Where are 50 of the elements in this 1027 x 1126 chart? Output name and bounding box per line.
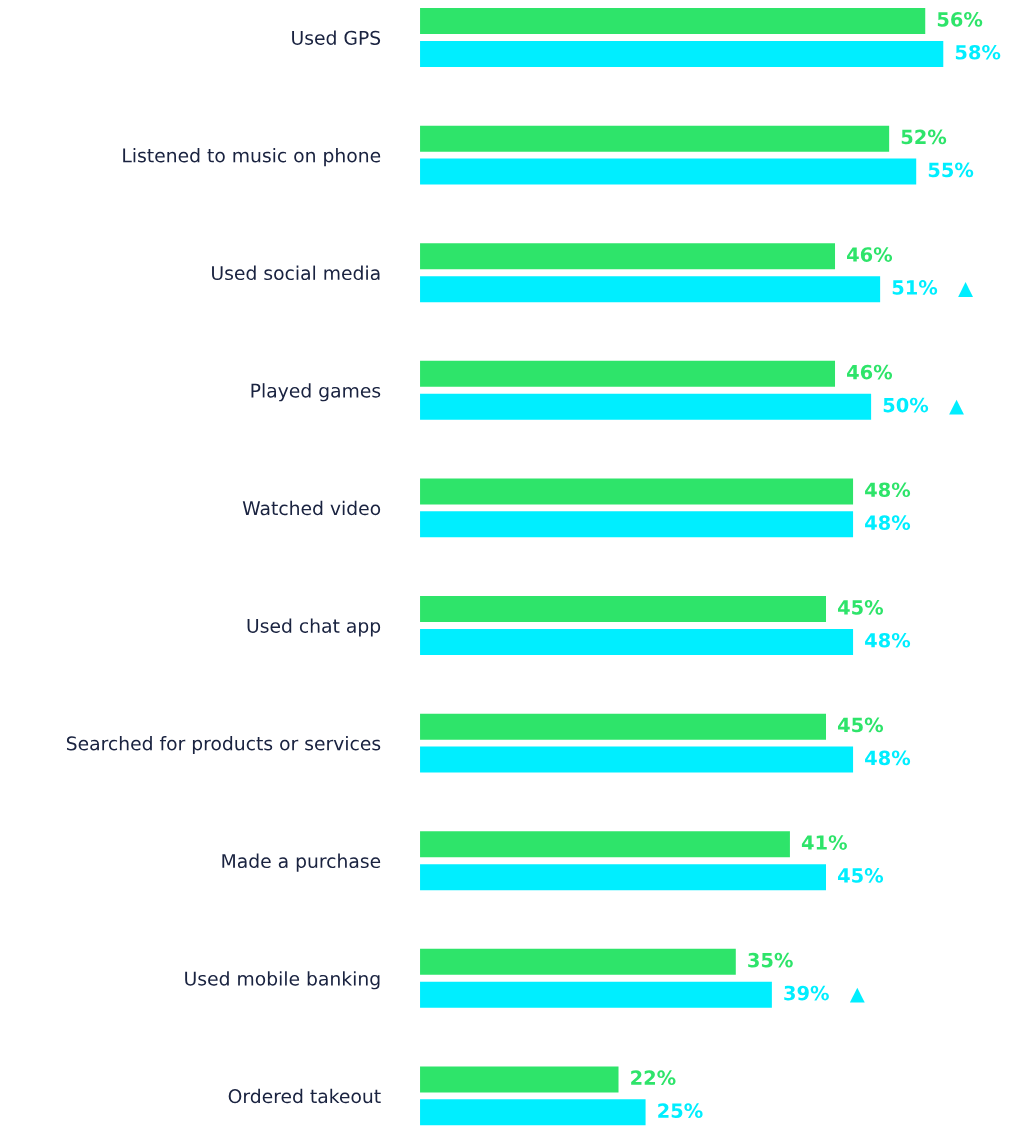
data-label: 25% <box>658 1103 703 1118</box>
data-label: 45% <box>837 599 884 615</box>
bar <box>420 276 881 303</box>
bar <box>420 40 944 67</box>
data-label: 51% ▲ <box>892 280 973 297</box>
data-label: 48% <box>865 750 911 766</box>
bar <box>420 628 854 655</box>
data-label: 22% <box>631 1070 676 1086</box>
bar <box>420 981 772 1008</box>
bar <box>420 1099 646 1126</box>
y-tick-label: Listened to music on phone <box>123 147 381 167</box>
y-tick-label: Played games <box>251 383 381 402</box>
data-label: 35% <box>748 952 793 968</box>
y-tick-label: Used mobile banking <box>185 971 380 990</box>
data-label: 46% <box>847 247 893 262</box>
data-label: 46% <box>847 364 893 380</box>
bar <box>420 864 826 891</box>
bar <box>420 1066 619 1093</box>
y-tick-label: Searched for products or services <box>66 735 381 755</box>
bar <box>420 596 826 623</box>
y-tick-label: Used GPS <box>292 30 381 45</box>
data-label: 39% ▲ <box>784 985 865 1003</box>
data-label: 56% <box>937 11 983 27</box>
y-tick-label: Used chat app <box>247 618 381 637</box>
data-label: 52% <box>901 129 947 145</box>
bar <box>420 511 854 538</box>
bar <box>420 158 917 185</box>
y-tick-label: Made a purchase <box>222 853 381 872</box>
data-label: 55% <box>928 162 974 178</box>
data-label: 48% <box>865 515 911 531</box>
bar <box>420 948 736 975</box>
bar <box>420 478 854 505</box>
bar <box>420 360 836 387</box>
bar <box>420 243 836 270</box>
data-label: 41% <box>801 835 847 850</box>
y-tick-label: Used social media <box>212 265 380 281</box>
y-tick-label: Watched video <box>242 500 381 516</box>
data-label: 48% <box>865 632 911 648</box>
data-label: 45% <box>837 868 884 883</box>
data-label: 45% <box>837 717 884 733</box>
bar <box>420 393 872 420</box>
y-tick-label: Ordered takeout <box>228 1088 381 1104</box>
data-label: 48% <box>865 482 911 498</box>
data-label: 50% ▲ <box>883 397 964 415</box>
bar <box>420 831 790 858</box>
bar <box>420 8 926 35</box>
data-label: 58% <box>955 44 1001 60</box>
bar <box>420 125 890 152</box>
bar <box>420 713 826 740</box>
bar <box>420 746 854 773</box>
